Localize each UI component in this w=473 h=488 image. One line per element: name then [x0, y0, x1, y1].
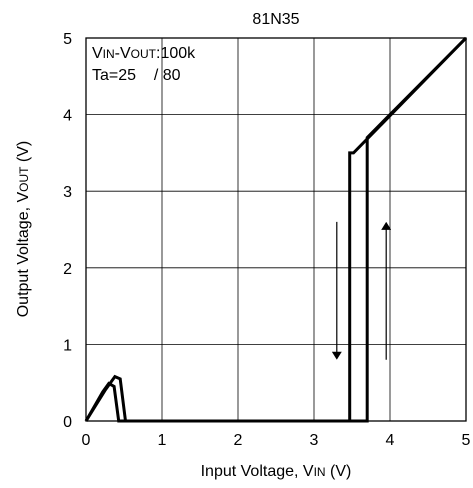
y-tick-labels: 0 1 2 3 4 5 — [63, 31, 72, 431]
x-axis-label: Input Voltage, VIN (V) — [201, 463, 352, 480]
annotation-line-2: Ta=25 / 80 — [92, 67, 181, 84]
x-tick-label: 2 — [234, 432, 243, 449]
y-tick-label: 0 — [63, 414, 72, 431]
chart-title: 81N35 — [252, 11, 299, 28]
series-line-falling-threshold — [84, 36, 468, 423]
x-tick-label: 1 — [158, 432, 167, 449]
x-tick-label: 0 — [82, 432, 91, 449]
y-tick-label: 3 — [63, 184, 72, 201]
arrows-group — [331, 221, 392, 360]
y-tick-label: 2 — [63, 261, 72, 278]
series-group — [84, 36, 468, 423]
x-tick-label: 5 — [462, 432, 471, 449]
y-axis-label: Output Voltage, VOUT (V) — [15, 141, 32, 318]
y-tick-label: 5 — [63, 31, 72, 48]
annotation-line-1: VIN-VOUT:100k — [92, 45, 196, 62]
plot-frame — [85, 37, 467, 422]
x-tick-label: 3 — [310, 432, 319, 449]
y-tick-label: 1 — [63, 337, 72, 354]
grid — [86, 38, 466, 421]
x-tick-labels: 0 1 2 3 4 5 — [82, 432, 471, 449]
x-tick-label: 4 — [386, 432, 395, 449]
y-tick-label: 4 — [63, 108, 72, 125]
